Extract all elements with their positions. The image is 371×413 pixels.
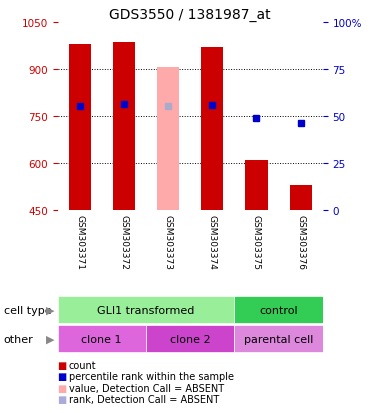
Bar xyxy=(157,68,179,211)
Text: clone 1: clone 1 xyxy=(82,334,122,344)
Text: percentile rank within the sample: percentile rank within the sample xyxy=(69,371,234,381)
Text: GSM303372: GSM303372 xyxy=(119,215,128,270)
Text: GSM303374: GSM303374 xyxy=(208,215,217,270)
Bar xyxy=(113,43,135,211)
Bar xyxy=(58,325,146,353)
Text: GSM303376: GSM303376 xyxy=(296,215,305,270)
Text: ▶: ▶ xyxy=(46,305,54,315)
Text: GSM303375: GSM303375 xyxy=(252,215,261,270)
Text: other: other xyxy=(4,334,33,344)
Title: GDS3550 / 1381987_at: GDS3550 / 1381987_at xyxy=(109,8,271,22)
Text: GSM303373: GSM303373 xyxy=(164,215,173,270)
Text: parental cell: parental cell xyxy=(244,334,313,344)
Text: control: control xyxy=(259,305,298,315)
Bar xyxy=(234,297,323,324)
Bar xyxy=(58,297,234,324)
Text: cell type: cell type xyxy=(4,305,51,315)
Text: count: count xyxy=(69,360,96,370)
Text: clone 2: clone 2 xyxy=(170,334,210,344)
Bar xyxy=(69,45,91,211)
Text: ▶: ▶ xyxy=(46,334,54,344)
Text: value, Detection Call = ABSENT: value, Detection Call = ABSENT xyxy=(69,383,224,393)
Text: ■: ■ xyxy=(58,360,67,370)
Text: GSM303371: GSM303371 xyxy=(75,215,84,270)
Bar xyxy=(201,48,223,211)
Bar xyxy=(290,185,312,211)
Bar xyxy=(234,325,323,353)
Text: ■: ■ xyxy=(58,383,67,393)
Text: rank, Detection Call = ABSENT: rank, Detection Call = ABSENT xyxy=(69,394,219,404)
Text: ■: ■ xyxy=(58,394,67,404)
Bar xyxy=(146,325,234,353)
Text: GLI1 transformed: GLI1 transformed xyxy=(97,305,195,315)
Bar xyxy=(245,161,267,211)
Text: ■: ■ xyxy=(58,371,67,381)
